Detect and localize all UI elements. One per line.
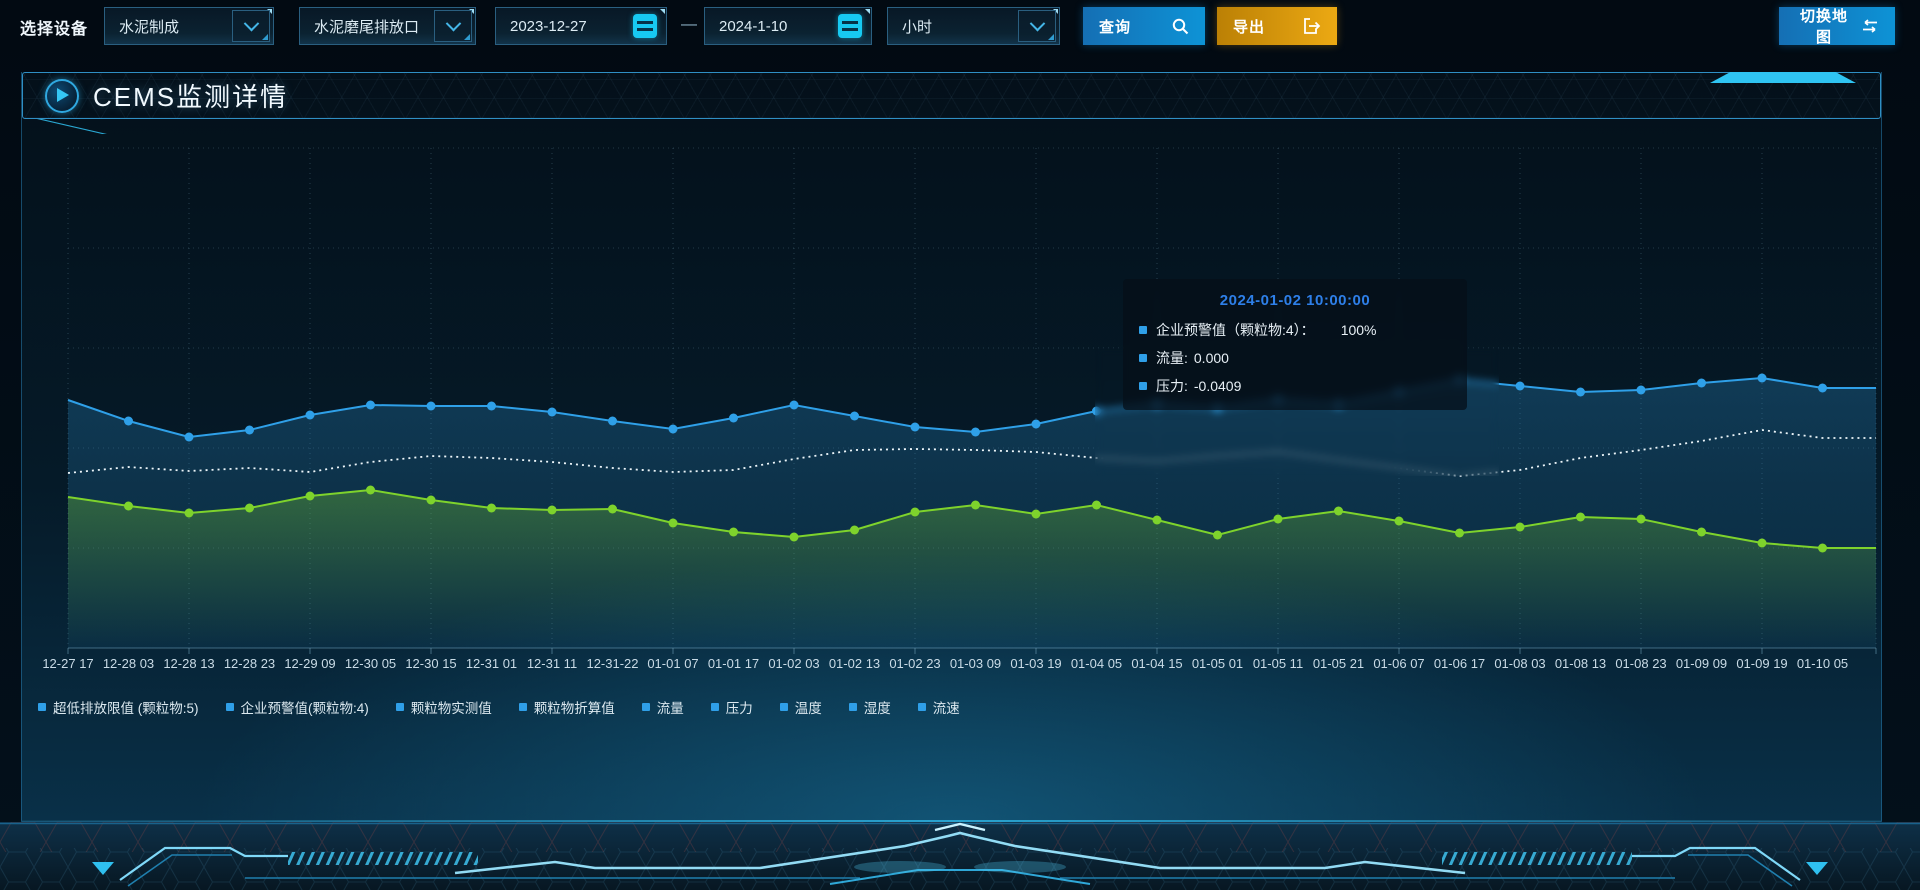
device-select-label: 选择设备 <box>20 21 89 38</box>
legend-item[interactable]: 流量 <box>641 697 684 717</box>
tooltip-row: 压力: -0.0409 <box>1139 376 1451 396</box>
legend-item[interactable]: 超低排放限值 (颗粒物:5) <box>38 697 199 717</box>
outlet-dropdown[interactable]: 水泥磨尾排放口 <box>299 7 476 45</box>
legend-item[interactable]: 流速 <box>917 697 960 717</box>
play-icon[interactable] <box>45 78 79 113</box>
tooltip-timestamp: 2024-01-02 10:00:00 <box>1219 292 1371 309</box>
start-date-value: 2023-12-27 <box>510 17 587 35</box>
legend-marker <box>848 703 857 711</box>
query-button-label: 查询 <box>1099 18 1132 36</box>
legend-item[interactable]: 压力 <box>710 697 753 717</box>
calendar-icon-box[interactable] <box>831 10 869 42</box>
legend-marker <box>38 703 46 711</box>
legend-label: 流速 <box>932 701 960 716</box>
tooltip-row-value: 100% <box>1340 322 1377 338</box>
legend-marker <box>710 703 719 711</box>
chart-tooltip: 2024-01-02 10:00:00 企业预警值（颗粒物:4）： 100% 流量:… <box>1123 279 1467 410</box>
end-date-picker[interactable]: 2024-1-10 <box>704 7 872 45</box>
header-slash-decoration <box>37 119 107 134</box>
export-button-label: 导出 <box>1233 18 1266 36</box>
legend-item[interactable]: 颗粒物实测值 <box>395 697 492 717</box>
product-dropdown-value: 水泥制成 <box>119 18 180 36</box>
tooltip-row-value: 0.000 <box>1193 350 1229 366</box>
legend-label: 颗粒物折算值 <box>533 701 615 716</box>
legend-marker <box>225 703 234 711</box>
start-date-picker[interactable]: 2023-12-27 <box>495 7 667 45</box>
outlet-dropdown-value: 水泥磨尾排放口 <box>314 18 420 36</box>
legend-item[interactable]: 温度 <box>779 697 822 717</box>
chevron-down-box[interactable] <box>1018 10 1056 42</box>
legend-item[interactable]: 湿度 <box>848 697 891 717</box>
legend-marker <box>917 703 926 711</box>
legend-item[interactable]: 企业预警值(颗粒物:4) <box>225 697 369 717</box>
chevron-down-box[interactable] <box>434 10 472 42</box>
end-date-value: 2024-1-10 <box>719 17 788 35</box>
chevron-down-box[interactable] <box>232 10 270 42</box>
panel-bottom-glow <box>22 820 1881 822</box>
tooltip-series-marker <box>1139 326 1147 334</box>
panel-title: CEMS监测详情 <box>93 82 289 112</box>
legend-marker <box>518 703 527 711</box>
date-range-separator: — <box>681 16 697 33</box>
tooltip-row-value: -0.0409 <box>1193 378 1242 394</box>
legend-label: 湿度 <box>863 701 891 716</box>
legend-item[interactable]: 颗粒物折算值 <box>518 697 615 717</box>
legend-label: 颗粒物实测值 <box>410 701 492 716</box>
tooltip-rows: 企业预警值（颗粒物:4）： 100% 流量: 0.000 压力: -0.0409 <box>1139 320 1451 396</box>
footer-decoration <box>0 822 1920 890</box>
switch-map-button[interactable]: 切换地图 <box>1779 7 1895 46</box>
legend-marker <box>395 703 404 711</box>
legend-label: 流量 <box>656 701 684 716</box>
chart-legend: 超低排放限值 (颗粒物:5) 企业预警值(颗粒物:4) 颗粒物实测值 颗粒物折算值 流量… <box>38 697 960 717</box>
tooltip-row-label: 流量: <box>1156 350 1188 366</box>
header-notch-decoration <box>1710 72 1856 83</box>
tooltip-row: 企业预警值（颗粒物:4）： 100% <box>1139 320 1451 340</box>
chevron-down-icon <box>243 15 259 31</box>
interval-dropdown-value: 小时 <box>902 18 933 36</box>
tooltip-row-label: 企业预警值（颗粒物:4）： <box>1156 322 1315 338</box>
tooltip-row-label: 压力: <box>1156 378 1188 394</box>
tooltip-series-marker <box>1139 382 1147 390</box>
legend-label: 压力 <box>725 701 753 716</box>
legend-label: 超低排放限值 (颗粒物:5) <box>53 701 199 716</box>
chevron-down-icon <box>1029 15 1045 31</box>
legend-marker <box>641 703 650 711</box>
export-icon <box>1303 18 1321 34</box>
product-dropdown[interactable]: 水泥制成 <box>104 7 274 45</box>
interval-dropdown[interactable]: 小时 <box>887 7 1060 45</box>
legend-label: 企业预警值(颗粒物:4) <box>240 701 369 716</box>
tooltip-row: 流量: 0.000 <box>1139 348 1451 368</box>
tooltip-series-marker <box>1139 354 1147 362</box>
calendar-icon <box>633 14 657 38</box>
export-button[interactable]: 导出 <box>1217 7 1337 45</box>
switch-map-label: 切换地图 <box>1799 8 1848 46</box>
swap-arrows-icon <box>1861 19 1879 33</box>
panel-header: CEMS监测详情 <box>22 72 1881 134</box>
query-button[interactable]: 查询 <box>1083 7 1205 45</box>
legend-label: 温度 <box>794 701 822 716</box>
legend-marker <box>779 703 788 711</box>
calendar-icon-box[interactable] <box>626 10 664 42</box>
top-toolbar: 选择设备 水泥制成 水泥磨尾排放口 2023-12-27 — 2024-1-10… <box>0 0 1920 52</box>
chevron-down-icon <box>445 15 461 31</box>
search-icon <box>1172 18 1189 35</box>
calendar-icon <box>838 14 862 38</box>
